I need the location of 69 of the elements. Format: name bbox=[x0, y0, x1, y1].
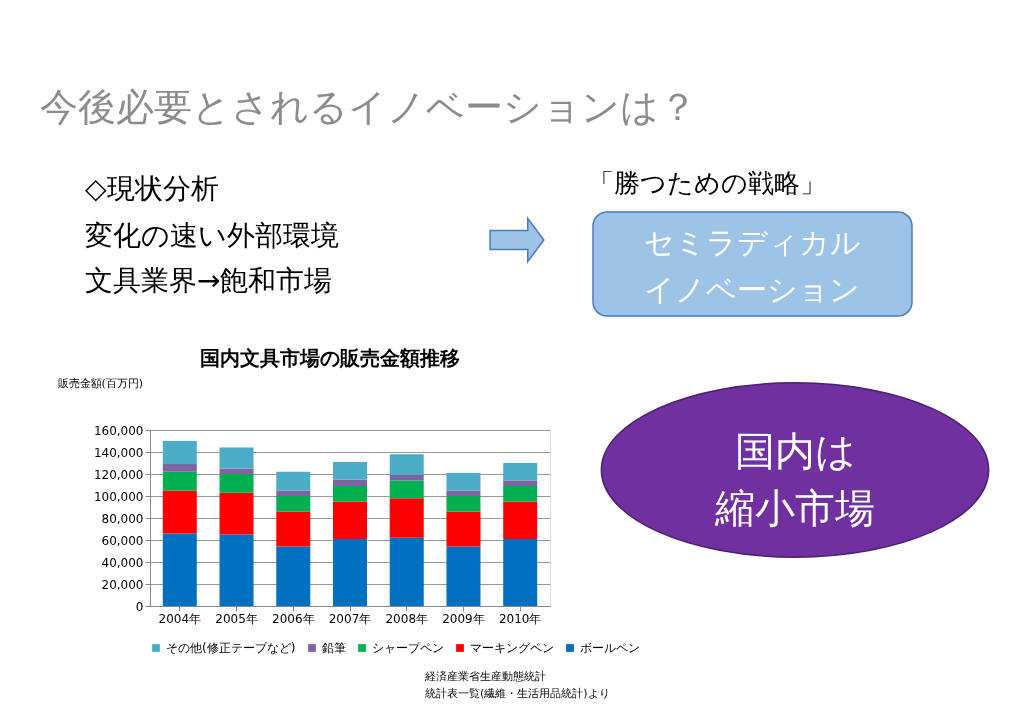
bar bbox=[219, 474, 254, 493]
bar bbox=[503, 538, 538, 606]
bar bbox=[162, 490, 197, 534]
bar bbox=[503, 463, 538, 481]
bar bbox=[333, 479, 367, 487]
y-tick-label: 160,000 bbox=[93, 423, 144, 438]
bar bbox=[276, 471, 311, 491]
bar bbox=[276, 546, 311, 606]
chart-title: 国内文具市場の販売金額推移 bbox=[200, 346, 460, 370]
bar bbox=[276, 490, 311, 496]
bar bbox=[446, 546, 481, 606]
text: 変化の速い外部環境 bbox=[85, 219, 339, 252]
legend-label: マーキングペン bbox=[470, 641, 554, 655]
bar bbox=[503, 480, 538, 487]
bar bbox=[389, 498, 424, 538]
bar bbox=[389, 480, 424, 499]
text: 統計表一覧(繊維・生活用品統計)より bbox=[425, 687, 610, 700]
bar bbox=[276, 496, 311, 512]
y-tick-label: 60,000 bbox=[101, 533, 144, 548]
text: 「勝つための戦略」 bbox=[588, 168, 826, 198]
legend-label: ボールペン bbox=[580, 641, 640, 655]
bar bbox=[503, 486, 538, 502]
x-tick-label: 2006年 bbox=[271, 611, 315, 626]
y-tick-label: 80,000 bbox=[101, 511, 144, 526]
x-tick-label: 2010年 bbox=[498, 611, 542, 626]
bar bbox=[389, 475, 424, 481]
x-tick-label: 2005年 bbox=[215, 611, 258, 626]
bar bbox=[503, 501, 538, 539]
x-tick-label: 2009年 bbox=[442, 611, 485, 626]
y-tick-label: 40,000 bbox=[101, 555, 144, 570]
y-axis-title: 販売金額(百万円) bbox=[57, 376, 144, 390]
y-tick-label: 100,000 bbox=[93, 489, 144, 504]
legend-label: その他(修正テープなど) bbox=[166, 641, 296, 655]
bar bbox=[219, 468, 254, 474]
bar bbox=[389, 537, 424, 606]
y-tick-label: 140,000 bbox=[93, 445, 144, 460]
bar bbox=[389, 454, 424, 476]
bar bbox=[446, 511, 481, 547]
text: 今後必要とされるイノベーションは？ bbox=[40, 85, 697, 129]
bar bbox=[162, 471, 197, 491]
text: 経済産業省生産動態統計 bbox=[424, 670, 546, 683]
x-tick-label: 2007年 bbox=[328, 611, 372, 626]
bar bbox=[333, 538, 367, 606]
text: 縮小市場 bbox=[714, 485, 875, 531]
x-tick-label: 2008年 bbox=[385, 611, 429, 626]
bar bbox=[446, 490, 481, 496]
y-tick-label: 20,000 bbox=[101, 577, 144, 592]
text: 文具業界→飽和市場 bbox=[85, 264, 333, 297]
bar bbox=[162, 441, 197, 465]
bar bbox=[219, 534, 254, 606]
bar bbox=[162, 464, 197, 472]
bar bbox=[446, 472, 481, 491]
legend-label: シャープペン bbox=[372, 641, 444, 655]
legend-label: 鉛筆 bbox=[322, 641, 346, 655]
bar bbox=[276, 511, 311, 547]
y-tick-label: 120,000 bbox=[93, 467, 144, 482]
y-tick-label: 0 bbox=[135, 599, 144, 614]
bar bbox=[333, 501, 367, 539]
bar bbox=[219, 447, 254, 469]
text: 国内は bbox=[734, 428, 856, 474]
bar bbox=[219, 492, 254, 535]
text: イノベーション bbox=[644, 272, 860, 307]
bar bbox=[333, 461, 367, 480]
text: ◇現状分析 bbox=[85, 172, 219, 205]
text: セミラディカル bbox=[643, 225, 861, 260]
bar bbox=[446, 496, 481, 512]
bar bbox=[333, 486, 367, 502]
x-tick-label: 2004年 bbox=[158, 611, 202, 626]
bar bbox=[162, 533, 197, 606]
